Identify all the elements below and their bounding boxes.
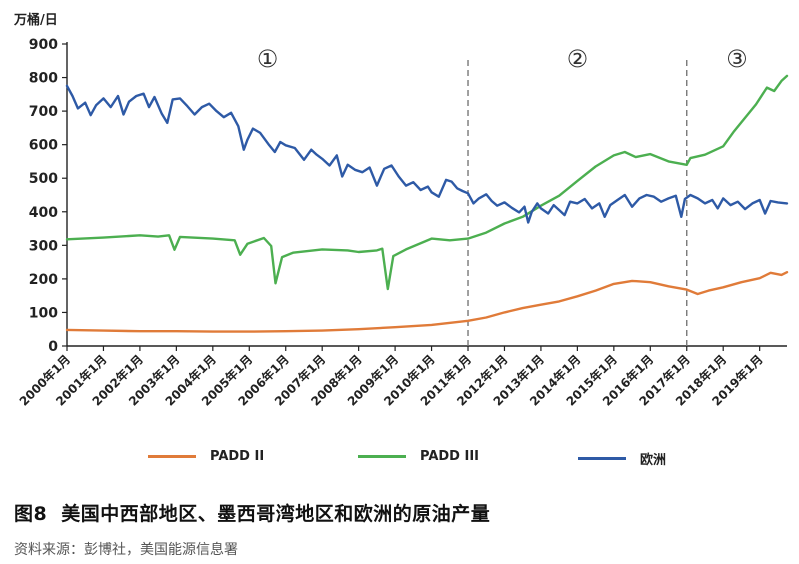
y-axis-unit-label: 万桶/日 [14, 13, 58, 28]
figure-number: 图8 [14, 503, 48, 525]
legend-swatch-padd3 [358, 455, 406, 458]
y-tick-label: 400 [29, 205, 58, 221]
y-tick-label: 300 [29, 238, 58, 254]
series-line-padd2 [65, 271, 789, 333]
oil-production-chart: 01002003004005006007008009002000年1月2001年… [16, 37, 789, 409]
series-line-padd3 [65, 74, 789, 291]
y-tick-label: 700 [29, 104, 58, 120]
legend-label-padd3: PADD III [420, 449, 480, 464]
y-tick-label: 0 [48, 339, 58, 355]
source-note: 资料来源：彭博社，美国能源信息署 [14, 542, 238, 558]
period-label: ③ [726, 45, 748, 73]
legend-label-europe: 欧洲 [640, 453, 667, 468]
legend-label-padd2: PADD II [210, 449, 265, 464]
legend-item-padd3: PADD III [358, 449, 479, 464]
series-line-europe [65, 84, 789, 224]
period-label: ② [567, 45, 589, 73]
legend-swatch-europe [578, 457, 626, 460]
y-tick-label: 600 [29, 138, 58, 154]
y-tick-label: 800 [29, 71, 58, 87]
legend-item-europe: 欧洲 [578, 449, 666, 468]
chart-legend: PADD II PADD III 欧洲 [0, 449, 799, 471]
legend-item-padd2: PADD II [148, 449, 264, 464]
legend-swatch-padd2 [148, 455, 196, 458]
period-label: ① [257, 45, 279, 73]
figure-caption: 图8 美国中西部地区、墨西哥湾地区和欧洲的原油产量 [14, 499, 490, 526]
y-tick-label: 100 [29, 305, 58, 321]
figure-title: 美国中西部地区、墨西哥湾地区和欧洲的原油产量 [61, 503, 491, 525]
y-tick-label: 500 [29, 171, 58, 187]
y-tick-label: 200 [29, 272, 58, 288]
y-tick-label: 900 [29, 37, 58, 53]
